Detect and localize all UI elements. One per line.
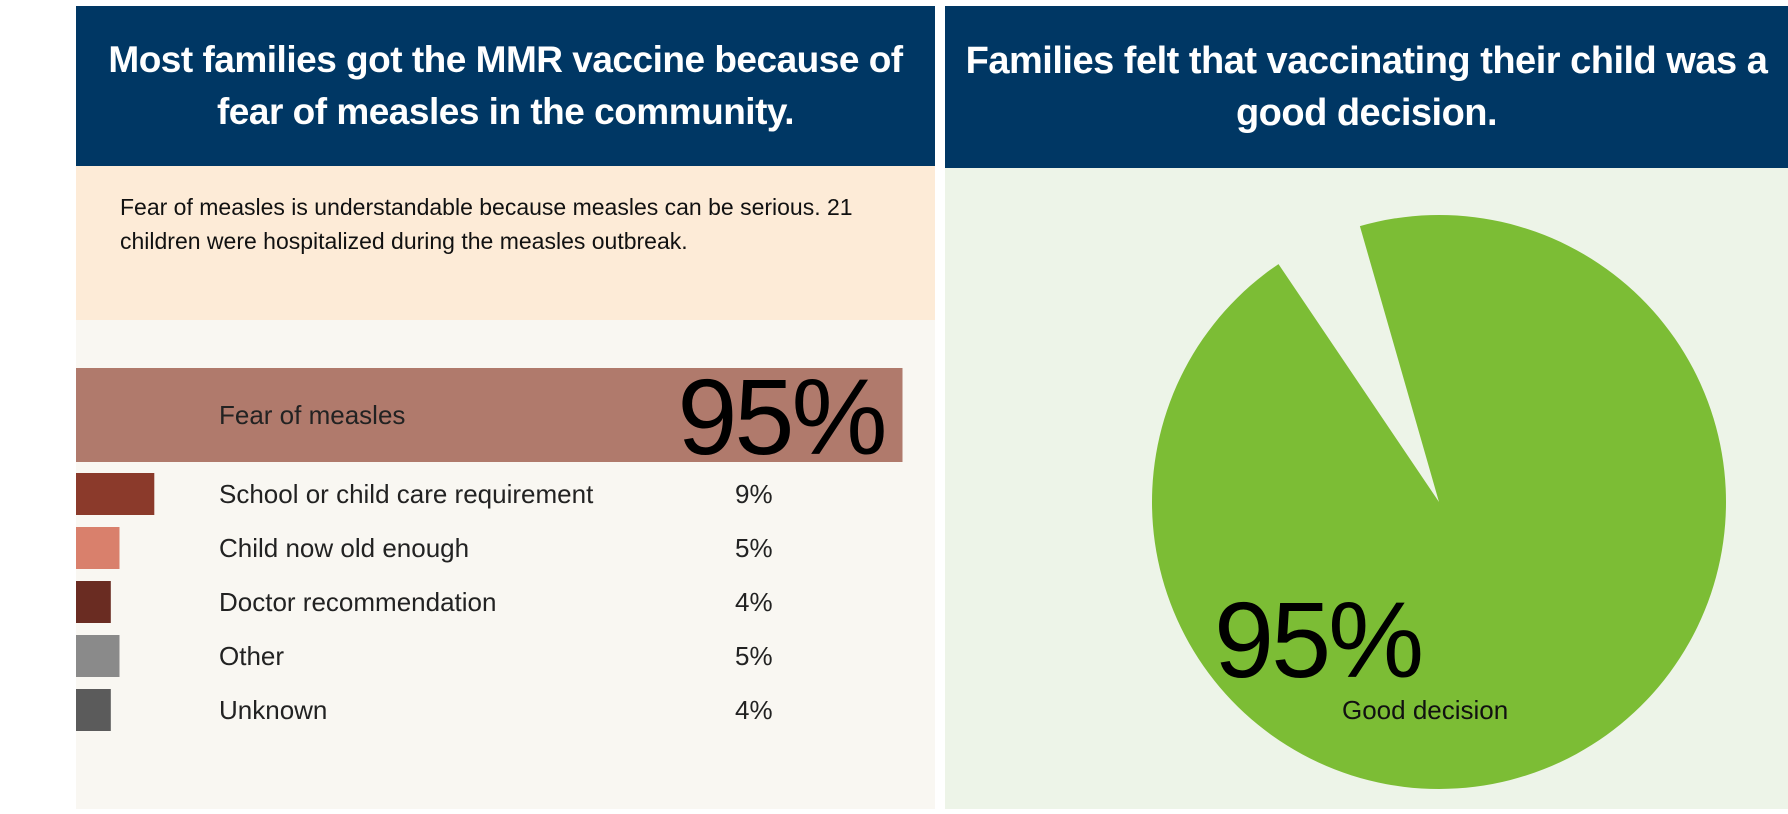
left-panel: Most families got the MMR vaccine becaus… xyxy=(76,6,935,809)
pie-slice xyxy=(1152,215,1726,790)
value-label: 9% xyxy=(735,479,773,509)
bar-label: School or child care requirement xyxy=(219,479,594,509)
bar-label: Doctor recommendation xyxy=(219,587,496,617)
left-title: Most families got the MMR vaccine becaus… xyxy=(76,6,935,166)
value-label: 95% xyxy=(677,356,884,477)
value-label: 4% xyxy=(735,695,773,725)
bar-label: Other xyxy=(219,641,284,671)
value-label: 5% xyxy=(735,533,773,563)
left-subtitle: Fear of measles is understandable becaus… xyxy=(76,166,935,320)
right-title: Families felt that vaccinating their chi… xyxy=(945,6,1788,168)
bar-chart: Fear of measles 95% School or child care r… xyxy=(76,356,903,731)
value-label: 5% xyxy=(735,641,773,671)
bar xyxy=(76,581,111,623)
bar xyxy=(76,473,155,515)
bar-label: Unknown xyxy=(219,695,327,725)
bar xyxy=(76,527,120,569)
pie-chart: 95%Good decision xyxy=(1152,215,1726,790)
bar xyxy=(76,368,903,462)
bar xyxy=(76,689,111,731)
bar-label: Child now old enough xyxy=(219,533,469,563)
value-label: 95% xyxy=(1214,579,1421,700)
bar-label: Fear of measles xyxy=(219,400,405,430)
value-label: 4% xyxy=(735,587,773,617)
right-panel: Families felt that vaccinating their chi… xyxy=(945,6,1788,809)
bar xyxy=(76,635,120,677)
slice-label: Good decision xyxy=(1342,695,1508,725)
